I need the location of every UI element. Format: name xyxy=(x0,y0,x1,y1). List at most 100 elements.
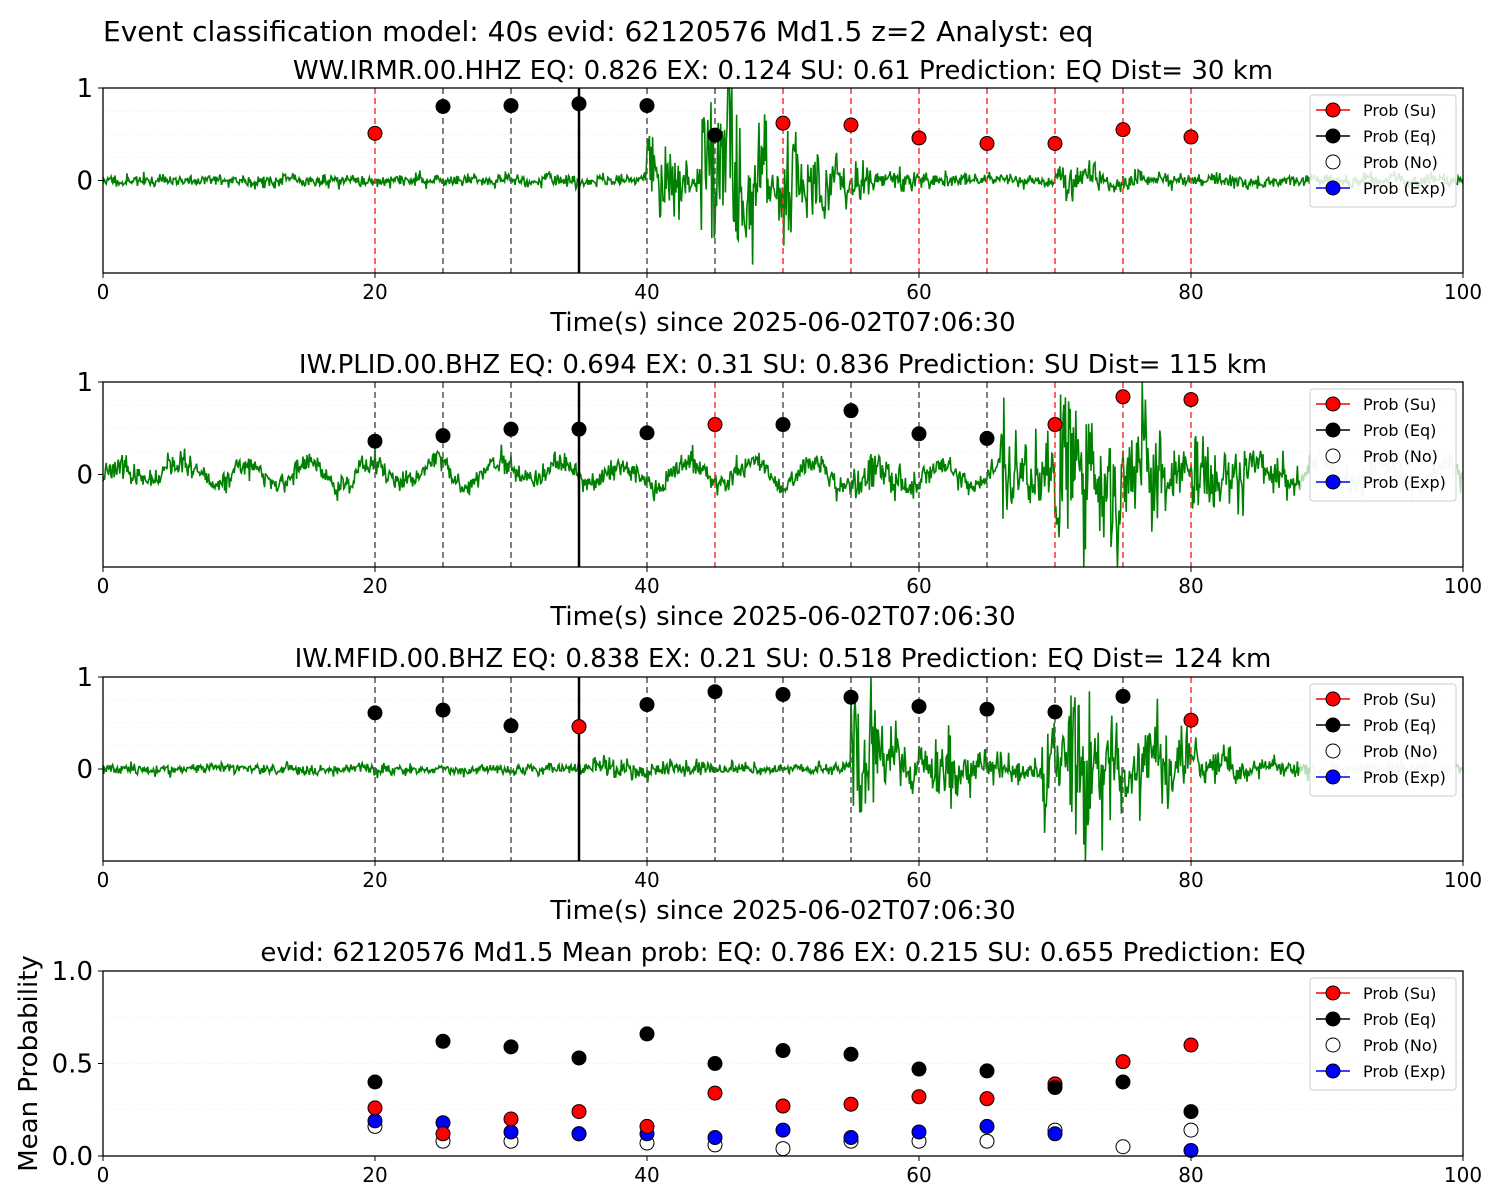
legend-marker xyxy=(1325,396,1341,412)
y-tick-label: 1 xyxy=(76,663,93,693)
legend-marker xyxy=(1325,1063,1341,1079)
mean-prob-point-no xyxy=(1115,1139,1131,1155)
prob-point-eq xyxy=(571,421,587,437)
prob-point-eq xyxy=(639,425,655,441)
x-tick-label: 20 xyxy=(362,1163,387,1187)
legend-label: Prob (Exp) xyxy=(1363,179,1446,198)
prob-point-eq xyxy=(775,686,791,702)
prob-point-eq xyxy=(503,421,519,437)
mean-prob-point-su xyxy=(367,1100,383,1116)
x-tick-label: 100 xyxy=(1444,868,1482,892)
x-tick-label: 80 xyxy=(1178,280,1203,304)
prob-point-eq xyxy=(707,684,723,700)
y-tick-label: 0 xyxy=(76,755,93,785)
y-tick-label: 1 xyxy=(76,74,93,104)
prob-point-eq xyxy=(979,701,995,717)
legend: Prob (Su) Prob (Eq) Prob (No) Prob (Exp) xyxy=(1309,683,1457,797)
prob-point-eq xyxy=(843,403,859,419)
x-tick-label: 60 xyxy=(906,574,931,598)
x-tick-label: 0 xyxy=(97,868,110,892)
legend-label: Prob (Exp) xyxy=(1363,768,1446,787)
prob-point-eq xyxy=(1115,688,1131,704)
mean-prob-point-su xyxy=(1183,1037,1199,1053)
x-axis-label: Time(s) since 2025-06-02T07:06:30 xyxy=(549,308,1015,338)
x-tick-label: 20 xyxy=(362,868,387,892)
mean-prob-point-su xyxy=(911,1089,927,1105)
mean-prob-point-exp xyxy=(503,1124,519,1140)
mean-prob-point-eq xyxy=(503,1039,519,1055)
prob-point-eq xyxy=(503,718,519,734)
prob-point-eq xyxy=(843,689,859,705)
mean-prob-point-su xyxy=(571,1104,587,1120)
legend-marker xyxy=(1325,691,1341,707)
x-tick-label: 40 xyxy=(634,1163,659,1187)
mean-prob-point-exp xyxy=(367,1113,383,1129)
prob-point-eq xyxy=(367,433,383,449)
x-tick-label: 60 xyxy=(906,280,931,304)
x-tick-label: 40 xyxy=(634,574,659,598)
x-tick-label: 60 xyxy=(906,868,931,892)
prob-point-su xyxy=(911,130,927,146)
prob-point-su xyxy=(1183,712,1199,728)
panel-title: IW.PLID.00.BHZ EQ: 0.694 EX: 0.31 SU: 0.… xyxy=(299,350,1267,380)
legend-frame xyxy=(1309,94,1457,208)
legend: Prob (Su) Prob (Eq) Prob (No) Prob (Exp) xyxy=(1309,94,1457,208)
prob-point-su xyxy=(775,115,791,131)
panel-title: evid: 62120576 Md1.5 Mean prob: EQ: 0.78… xyxy=(260,938,1305,968)
prob-point-eq xyxy=(911,426,927,442)
y-axis-label: Mean Probability xyxy=(14,955,44,1172)
legend-label: Prob (Su) xyxy=(1363,984,1436,1003)
mean-prob-point-su xyxy=(979,1091,995,1107)
prob-point-eq xyxy=(707,127,723,143)
legend-marker xyxy=(1325,743,1341,759)
legend-marker xyxy=(1325,769,1341,785)
mean-prob-point-eq xyxy=(1047,1080,1063,1096)
panel-2: 0 20 40 60 80 100 0 1 IW.PLID.00.BHZ EQ: 0.694 E… xyxy=(76,350,1482,632)
x-tick-label: 80 xyxy=(1178,574,1203,598)
mean-prob-point-su xyxy=(639,1118,655,1134)
y-tick-label: 0.0 xyxy=(52,1142,93,1172)
mean-prob-point-eq xyxy=(707,1056,723,1071)
x-tick-label: 0 xyxy=(97,280,110,304)
legend-marker xyxy=(1325,985,1341,1001)
mean-prob-point-eq xyxy=(911,1061,927,1077)
legend-label: Prob (No) xyxy=(1363,153,1438,172)
figure-title: Event classification model: 40s evid: 62… xyxy=(103,15,1093,48)
legend-marker xyxy=(1325,717,1341,733)
mean-prob-point-eq xyxy=(1183,1104,1199,1120)
prob-point-su xyxy=(571,719,587,735)
mean-prob-point-exp xyxy=(979,1118,995,1134)
mean-prob-point-su xyxy=(707,1085,723,1101)
y-tick-label: 1 xyxy=(76,368,93,398)
legend-label: Prob (No) xyxy=(1363,1036,1438,1055)
panel-title: IW.MFID.00.BHZ EQ: 0.838 EX: 0.21 SU: 0.… xyxy=(295,644,1272,674)
legend-label: Prob (Exp) xyxy=(1363,1062,1446,1081)
mean-prob-point-eq xyxy=(367,1074,383,1090)
legend-marker xyxy=(1325,1037,1341,1053)
x-tick-label: 60 xyxy=(906,1163,931,1187)
prob-point-su xyxy=(1047,136,1063,151)
mean-prob-point-eq xyxy=(979,1063,995,1079)
x-tick-label: 20 xyxy=(362,574,387,598)
prob-point-eq xyxy=(1047,704,1063,720)
panel-title: WW.IRMR.00.HHZ EQ: 0.826 EX: 0.124 SU: 0… xyxy=(293,56,1273,86)
legend-marker xyxy=(1325,474,1341,490)
prob-point-eq xyxy=(435,702,451,718)
prob-point-eq xyxy=(435,428,451,444)
prob-point-su xyxy=(1115,389,1131,405)
prob-point-su xyxy=(1047,417,1063,433)
mean-prob-point-eq xyxy=(843,1046,859,1062)
x-tick-label: 100 xyxy=(1444,280,1482,304)
mean-prob-point-exp xyxy=(775,1122,791,1138)
legend-marker xyxy=(1325,154,1341,170)
legend: Prob (Su) Prob (Eq) Prob (No) Prob (Exp) xyxy=(1309,977,1457,1091)
prob-point-su xyxy=(367,125,383,141)
y-tick-label: 1.0 xyxy=(52,957,93,987)
prob-point-su xyxy=(1183,129,1199,145)
legend-label: Prob (Eq) xyxy=(1363,127,1436,146)
prob-point-eq xyxy=(775,417,791,433)
legend-label: Prob (No) xyxy=(1363,742,1438,761)
legend-label: Prob (Eq) xyxy=(1363,421,1436,440)
prob-point-eq xyxy=(571,96,587,112)
